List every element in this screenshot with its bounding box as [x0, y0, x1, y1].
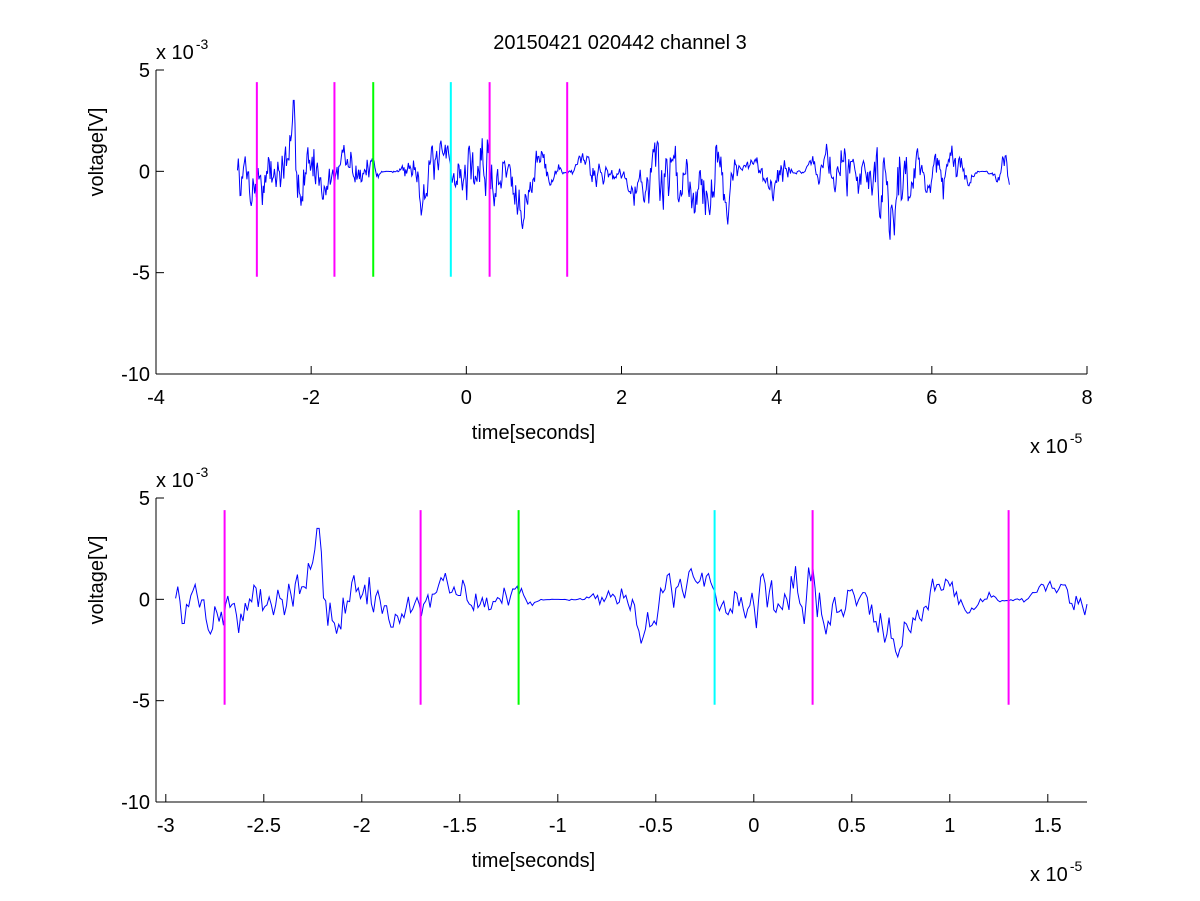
top-x-multiplier-exponent: -5: [1070, 430, 1083, 446]
bottom-x-multiplier: x 10 -5: [1030, 858, 1082, 886]
y-tick-label: -5: [132, 263, 150, 285]
bottom-x-multiplier-exponent: -5: [1070, 858, 1083, 874]
figure-title: 20150421 020442 channel 3: [493, 32, 747, 54]
x-tick-label: 0.5: [838, 815, 866, 837]
top-y-multiplier-exponent: -3: [196, 36, 209, 52]
bottom-axes: -3 -2.5 -2 -1.5 -1 -0.5 0 0.5 1 1.5 -10 -5 0 5 time[…: [86, 464, 1088, 886]
x-tick-label: 0: [461, 387, 472, 409]
y-tick-label: 5: [139, 488, 150, 510]
bottom-y-axis-label: voltage[V]: [86, 536, 108, 625]
y-tick-label: -5: [132, 691, 150, 713]
top-event-markers: [255, 82, 569, 277]
y-tick-label: 0: [139, 589, 150, 611]
y-tick-label: -10: [121, 364, 150, 386]
top-axes: -4 -2 0 2 4 6 8 -10 -5 0 5 time[seconds] voltage[…: [86, 36, 1093, 458]
x-tick-label: 4: [771, 387, 782, 409]
x-tick-label: 6: [926, 387, 937, 409]
x-tick-label: -2: [353, 815, 371, 837]
x-tick-label: -1: [549, 815, 567, 837]
top-y-axis-label: voltage[V]: [86, 108, 108, 197]
bottom-signal-line: [175, 527, 1088, 659]
x-tick-label: 1: [944, 815, 955, 837]
bottom-axes-frame: [155, 498, 1087, 803]
bottom-y-multiplier-exponent: -3: [196, 464, 209, 480]
x-tick-label: -3: [157, 815, 175, 837]
top-y-multiplier: x 10 -3: [156, 36, 208, 64]
bottom-event-markers: [223, 510, 1010, 705]
top-x-multiplier: x 10 -5: [1030, 430, 1082, 458]
top-y-ticks: -10 -5 0 5: [121, 60, 164, 386]
x-tick-label: -0.5: [639, 815, 673, 837]
top-axes-frame: [155, 70, 1087, 375]
x-tick-label: 2: [616, 387, 627, 409]
x-tick-label: -2.5: [247, 815, 281, 837]
bottom-y-ticks: -10 -5 0 5: [121, 488, 164, 814]
bottom-x-ticks: -3 -2.5 -2 -1.5 -1 -0.5 0 0.5 1 1.5: [157, 794, 1062, 837]
top-signal-line: [236, 99, 1010, 240]
y-tick-label: 5: [139, 60, 150, 82]
signal-trace: [236, 99, 1010, 240]
top-x-ticks: -4 -2 0 2 4 6 8: [147, 366, 1093, 409]
x-tick-label: 8: [1081, 387, 1092, 409]
signal-trace: [175, 527, 1088, 659]
top-x-axis-label: time[seconds]: [472, 422, 595, 444]
x-tick-label: 0: [748, 815, 759, 837]
y-tick-label: -10: [121, 792, 150, 814]
y-tick-label: 0: [139, 161, 150, 183]
x-tick-label: 1.5: [1034, 815, 1062, 837]
x-tick-label: -1.5: [443, 815, 477, 837]
bottom-y-multiplier: x 10 -3: [156, 464, 208, 492]
x-tick-label: -4: [147, 387, 165, 409]
x-tick-label: -2: [302, 387, 320, 409]
bottom-x-axis-label: time[seconds]: [472, 850, 595, 872]
